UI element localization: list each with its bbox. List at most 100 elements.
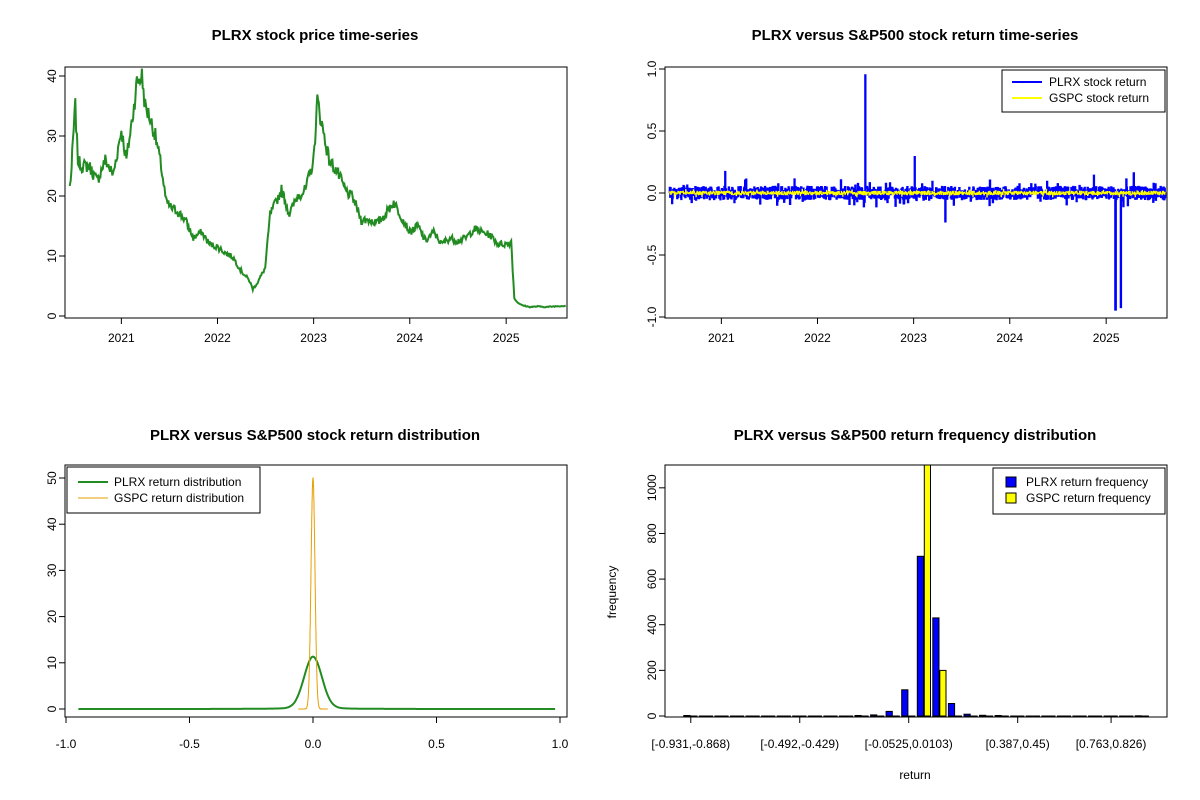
- frequency-bar: [901, 689, 909, 717]
- y-tick-label: 50: [45, 471, 59, 485]
- x-tick-label: -1.0: [56, 737, 77, 751]
- chart-title: PLRX versus S&P500 return frequency dist…: [734, 427, 1097, 444]
- frequency-bar: [1025, 715, 1033, 718]
- legend: PLRX stock return GSPC stock return: [1001, 69, 1166, 113]
- frequency-bar: [698, 715, 706, 718]
- frequency-bar: [1079, 715, 1087, 718]
- frequency-bar: [776, 715, 784, 718]
- plot-box: [64, 66, 568, 319]
- panel-return-distribution: PLRX versus S&P500 stock return distribu…: [45, 427, 568, 751]
- frequency-bar: [705, 715, 714, 718]
- frequency-bar: [947, 703, 956, 717]
- frequency-bar: [1056, 715, 1065, 718]
- frequency-bar: [1119, 715, 1127, 718]
- frequency-bar: [892, 715, 900, 718]
- y-tick-label: -1.0: [645, 306, 659, 327]
- frequency-bar: [745, 715, 753, 718]
- plot-box: [64, 464, 568, 718]
- x-tick-label: [-0.492,-0.429): [760, 737, 839, 751]
- plot-area: -1.0 -0.5 0.0 0.5 1.0 0 10 20 30 40 50: [45, 471, 568, 751]
- plot-box: [664, 464, 1168, 718]
- frequency-bar: [916, 555, 924, 717]
- frequency-bar: [761, 715, 769, 718]
- frequency-bar: [1063, 715, 1072, 718]
- x-tick-label: 2023: [900, 331, 927, 345]
- y-tick-label: 30: [45, 563, 59, 577]
- plot-area: 2021 2022 2023 2024 2025 0 10 20 30 40: [45, 68, 566, 345]
- frequency-bar: [730, 715, 738, 718]
- frequency-bar: [737, 715, 745, 718]
- frequency-bar: [1088, 715, 1096, 718]
- frequency-bar: [830, 715, 838, 718]
- frequency-bar: [986, 715, 994, 718]
- frequency-bar: [885, 710, 893, 717]
- frequency-bar: [1126, 715, 1134, 718]
- x-tick-label: [-0.931,-0.868): [651, 737, 730, 751]
- frequency-bar: [963, 713, 971, 717]
- y-tick-label: -0.5: [645, 244, 659, 265]
- frequency-bar: [1001, 715, 1009, 718]
- x-tick-label: 2021: [708, 331, 735, 345]
- frequency-bar: [783, 715, 791, 718]
- frequency-bar: [932, 617, 940, 717]
- plot-area: 2021 2022 2023 2024 2025 -1.0 -0.5 0.0 0.5 1.0: [645, 60, 1167, 345]
- x-tick-label: 2021: [108, 331, 135, 345]
- y-tick-label: 1.0: [645, 60, 659, 77]
- x-tick-label: 0.0: [305, 737, 322, 751]
- frequency-bar: [970, 715, 978, 718]
- frequency-bar: [838, 715, 847, 718]
- chart-title: PLRX versus S&P500 stock return time-ser…: [752, 27, 1079, 44]
- frequency-bar: [1110, 715, 1118, 718]
- y-tick-label: 0.5: [645, 122, 659, 139]
- frequency-bar: [768, 715, 776, 718]
- frequency-bar: [814, 715, 822, 718]
- x-tick-label: 2025: [1093, 331, 1120, 345]
- frequency-bar: [683, 715, 691, 717]
- return-series-line: [669, 188, 1166, 198]
- frequency-bar: [908, 715, 916, 718]
- frequency-bar: [1072, 715, 1080, 718]
- frequency-bar: [823, 715, 831, 718]
- frequency-bar: [1017, 715, 1025, 718]
- frequency-bar: [1095, 715, 1103, 718]
- y-tick-label: 30: [45, 129, 59, 143]
- y-tick-label: 10: [45, 656, 59, 670]
- frequency-bar: [799, 715, 807, 718]
- frequency-bar: [1134, 715, 1142, 718]
- density-curve: [298, 476, 328, 710]
- y-tick-label: 1000: [645, 474, 659, 501]
- x-axis-label: return: [899, 768, 930, 782]
- y-tick-label: 400: [645, 614, 659, 634]
- y-tick-label: 40: [45, 517, 59, 531]
- x-tick-label: 2022: [804, 331, 831, 345]
- legend-label: PLRX stock return: [1049, 75, 1146, 89]
- frequency-bar: [954, 715, 963, 718]
- frequency-bar: [714, 715, 722, 718]
- legend-label: PLRX return distribution: [114, 475, 241, 489]
- y-tick-label: 600: [645, 569, 659, 589]
- chart-title: PLRX stock price time-series: [212, 27, 419, 44]
- frequency-bar: [1048, 715, 1056, 718]
- frequency-bar: [1032, 715, 1041, 718]
- frequency-bar: [752, 715, 760, 718]
- x-tick-label: [0.763,0.826): [1076, 737, 1147, 751]
- price-line: [68, 68, 566, 309]
- frequency-bar: [1141, 715, 1149, 718]
- x-tick-label: 2022: [204, 331, 231, 345]
- legend-label: GSPC return distribution: [114, 491, 244, 505]
- frequency-bar: [690, 715, 698, 718]
- y-tick-label: 20: [45, 189, 59, 203]
- x-tick-label: -0.5: [179, 737, 200, 751]
- frequency-bar: [979, 714, 987, 717]
- x-tick-label: 2024: [396, 331, 423, 345]
- return-series-line: [668, 74, 1167, 311]
- frequency-bar: [807, 715, 815, 718]
- y-axis-label: frequency: [605, 566, 619, 619]
- frequency-bar: [854, 715, 862, 717]
- y-tick-label: 20: [45, 610, 59, 624]
- frequency-bar: [1041, 715, 1049, 718]
- x-tick-label: [-0.0525,0.0103): [865, 737, 953, 751]
- y-tick-label: 0.0: [645, 184, 659, 201]
- legend-label: GSPC stock return: [1049, 91, 1149, 105]
